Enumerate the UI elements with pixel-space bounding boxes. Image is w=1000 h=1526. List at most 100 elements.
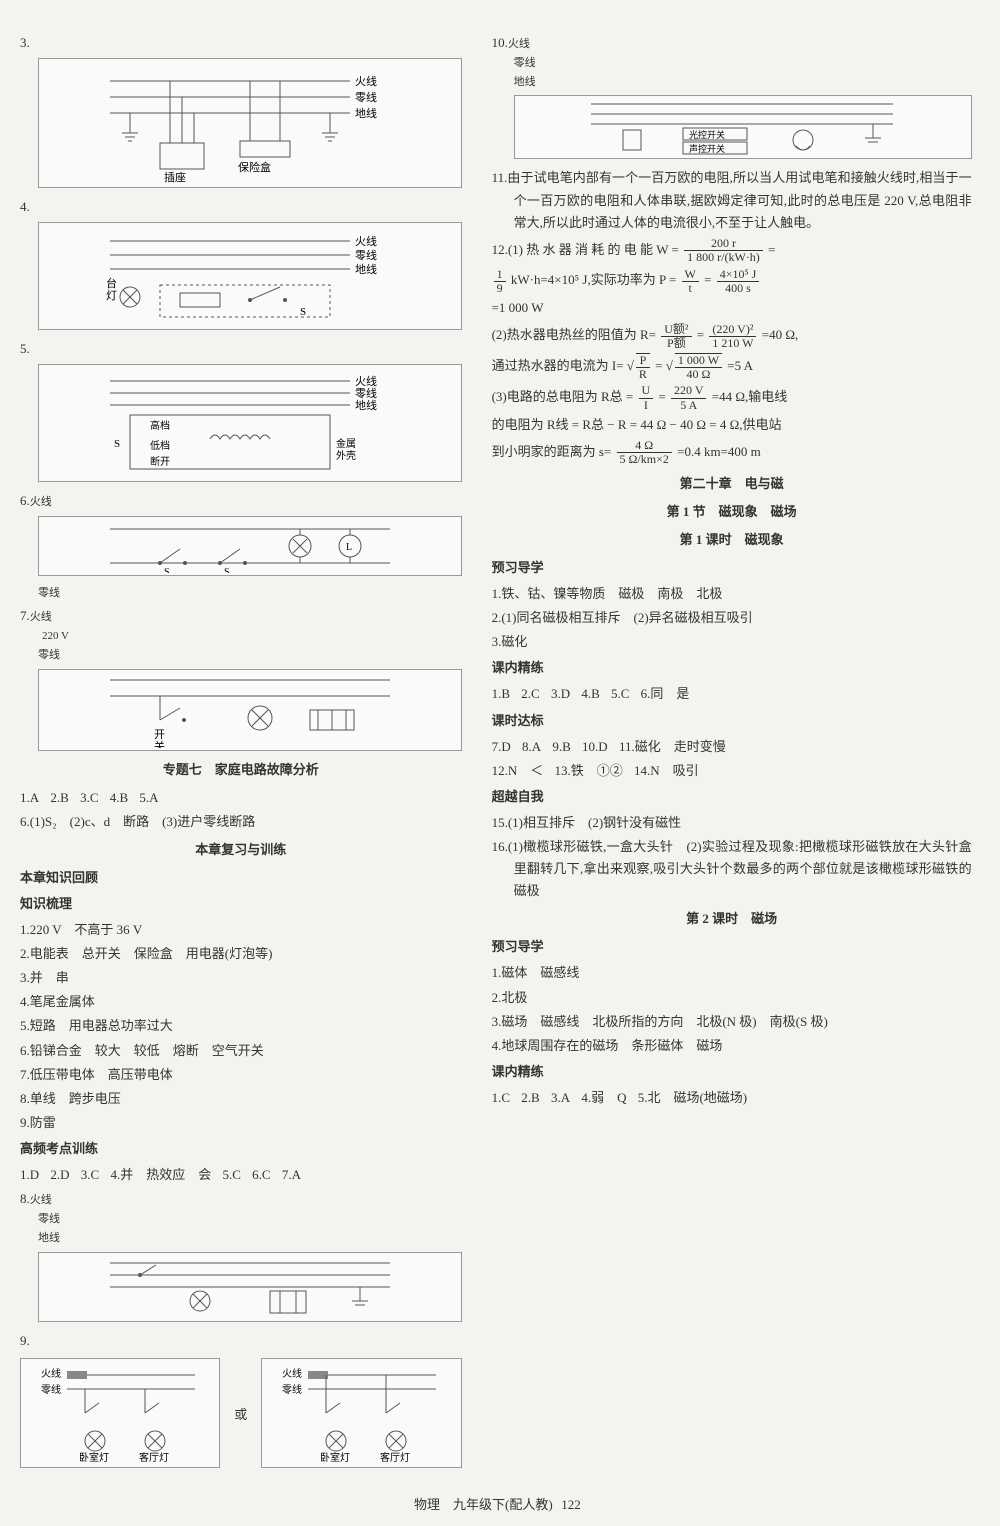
hf1: 1.D <box>20 1167 39 1182</box>
ch20-s1: 第 1 节 磁现象 磁场 <box>492 501 972 523</box>
q12-1b: = <box>768 242 775 257</box>
frac-3g: 4 Ω5 Ω/km×2 <box>617 439 672 466</box>
num-7: 7. <box>20 608 30 623</box>
left-column: 3. 火线 零线 地线 插座 保险盒 4. 火线 <box>20 30 462 1476</box>
q12-p1g: =1 000 W <box>492 297 972 319</box>
a4: 4.B <box>110 790 128 805</box>
frac-2c: (220 V)²1 210 W <box>709 323 756 350</box>
svg-text:零线: 零线 <box>41 1383 61 1396</box>
kt13: 13.铁 ①② <box>554 763 622 778</box>
kn3: 3.并 串 <box>20 967 462 989</box>
ic6: 6.同 是 <box>641 686 690 701</box>
item-7: 7.火线 220 V 零线 开关 <box>20 605 462 750</box>
item-6: 6.火线 S₁ S₂ L 零线 <box>20 490 462 603</box>
num-3: 3. <box>20 35 30 50</box>
q11: 11.由于试电笔内部有一个一百万欧的电阻,所以当人用试电笔和接触火线时,相当于一… <box>492 167 972 233</box>
preview-h2: 预习导学 <box>492 936 972 958</box>
d8-hot: 火线 <box>30 1194 52 1206</box>
svg-text:地线: 地线 <box>355 398 377 412</box>
q12-p2: (2)热水器电热丝的阻值为 R= U额²P额 = (220 V)²1 210 W… <box>492 321 972 350</box>
svg-text:火线: 火线 <box>355 374 377 388</box>
svg-text:金属: 金属 <box>336 437 356 450</box>
q12-1d: kW·h=4×10⁵ J,实际功率为 P = <box>511 272 676 287</box>
q12-3eq: = <box>658 389 665 404</box>
review-h2: 知识梳理 <box>20 893 462 915</box>
page-footer: 物理 九年级下(配人教) 122 <box>20 1494 980 1516</box>
pv2-1: 1.磁体 磁感线 <box>492 962 972 984</box>
svg-text:客厅灯: 客厅灯 <box>139 1451 169 1463</box>
label-hot: 火线 <box>355 74 377 88</box>
kt-answers2: 12.N ＜ 13.铁 ①② 14.N 吸引 <box>492 760 972 782</box>
label-socket: 插座 <box>164 170 186 183</box>
ic2-1: 1.C <box>492 1090 510 1105</box>
kt14: 14.N 吸引 <box>634 763 699 778</box>
item-3: 3. 火线 零线 地线 插座 保险盒 <box>20 32 462 188</box>
d8-ground: 地线 <box>38 1229 462 1248</box>
frac-1c: 19 <box>494 268 506 295</box>
sec7-q6: 6.(1)S₂ (2)c、d 断路 (3)进户零线断路 <box>20 811 462 833</box>
svg-text:客厅灯: 客厅灯 <box>380 1451 410 1463</box>
num-10: 10. <box>492 35 508 50</box>
kn9: 9.防雷 <box>20 1112 462 1134</box>
circuit-diagram-6: S₁ S₂ L <box>38 516 462 576</box>
q12-2d: =40 Ω, <box>762 327 799 342</box>
q12-2e: 通过热水器的电流为 I= <box>492 358 624 373</box>
svg-text:零线: 零线 <box>355 248 377 262</box>
hf4: 4.并 热效应 会 <box>110 1167 211 1182</box>
q12-2eq2: = <box>655 358 662 373</box>
circuit-diagram-10: 光控开关 声控开关 <box>514 95 972 159</box>
d7-neutral: 零线 <box>38 646 462 665</box>
svg-text:S: S <box>114 438 120 450</box>
footer-subject: 物理 九年级下(配人教) <box>414 1497 553 1512</box>
kn1: 1.220 V 不高于 36 V <box>20 919 462 941</box>
ic2-2: 2.B <box>521 1090 539 1105</box>
hf7: 7.A <box>282 1167 301 1182</box>
ch20-p1: 第 1 课时 磁现象 <box>492 529 972 551</box>
kn4: 4.笔尾金属体 <box>20 991 462 1013</box>
q12-3f: 到小明家的距离为 s= <box>492 444 612 459</box>
frac-r1: PR <box>636 353 650 381</box>
kt7: 7.D <box>492 739 511 754</box>
review-title: 本章复习与训练 <box>20 839 462 861</box>
circuit-diagram-9b: 火线 零线 卧室灯客厅灯 <box>261 1358 461 1468</box>
svg-text:低档: 低档 <box>150 439 170 452</box>
pv2-4: 4.地球周围存在的磁场 条形磁体 磁场 <box>492 1035 972 1057</box>
kn5: 5.短路 用电器总功率过大 <box>20 1015 462 1037</box>
ic2-3: 3.A <box>551 1090 570 1105</box>
ic2: 2.C <box>521 686 539 701</box>
q12-3d: =44 Ω,输电线 <box>712 389 788 404</box>
hf2: 2.D <box>50 1167 69 1182</box>
review-h1: 本章知识回顾 <box>20 867 462 889</box>
frac-1: 200 r1 800 r/(kW·h) <box>684 237 763 264</box>
kt12: 12.N ＜ <box>492 763 544 778</box>
svg-text:L: L <box>346 542 352 553</box>
svg-text:零线: 零线 <box>282 1383 302 1396</box>
kt11: 11.磁化 走时变慢 <box>619 739 726 754</box>
right-column: 10.火线 零线 地线 光控开关 声控开关 11.由于试电笔内部有一个一百万欧的… <box>492 30 972 1476</box>
frac-2b: U额²P额 <box>661 323 691 350</box>
ic1: 1.B <box>492 686 510 701</box>
svg-text:S₂: S₂ <box>224 567 233 573</box>
frac-1f: 4×10⁵ J400 s <box>717 268 760 295</box>
inclass-h: 课内精练 <box>492 657 972 679</box>
ic-answers: 1.B 2.C 3.D 4.B 5.C 6.同 是 <box>492 683 972 705</box>
cy-h: 超越自我 <box>492 786 972 808</box>
cy15: 15.(1)相互排斥 (2)钢针没有磁性 <box>492 812 972 834</box>
svg-text:灯: 灯 <box>106 289 117 302</box>
svg-text:火线: 火线 <box>355 234 377 248</box>
svg-text:台: 台 <box>106 276 117 290</box>
ic2-4: 4.弱 Q <box>581 1090 626 1105</box>
sec7-answers: 1.A 2.B 3.C 4.B 5.A <box>20 787 462 809</box>
item-5: 5. 火线 零线 地线 高档 低档 断开 S 金属外壳 <box>20 338 462 482</box>
a2: 2.B <box>50 790 68 805</box>
num-6: 6. <box>20 493 30 508</box>
kt-answers1: 7.D 8.A 9.B 10.D 11.磁化 走时变慢 <box>492 736 972 758</box>
d7-v: 220 V <box>42 627 462 646</box>
sqrt2: √ <box>666 358 673 373</box>
hf-answers: 1.D 2.D 3.C 4.并 热效应 会 5.C 6.C 7.A <box>20 1164 462 1186</box>
q12-p3f: 到小明家的距离为 s= 4 Ω5 Ω/km×2 =0.4 km=400 m <box>492 438 972 467</box>
hf-title: 高频考点训练 <box>20 1138 462 1160</box>
q12-p2e: 通过热水器的电流为 I= √PR = √1 000 W40 Ω =5 A <box>492 352 972 381</box>
circuit-diagram-9a: 火线 零线 卧室灯客厅灯 <box>20 1358 220 1468</box>
svg-text:开: 开 <box>154 729 165 741</box>
